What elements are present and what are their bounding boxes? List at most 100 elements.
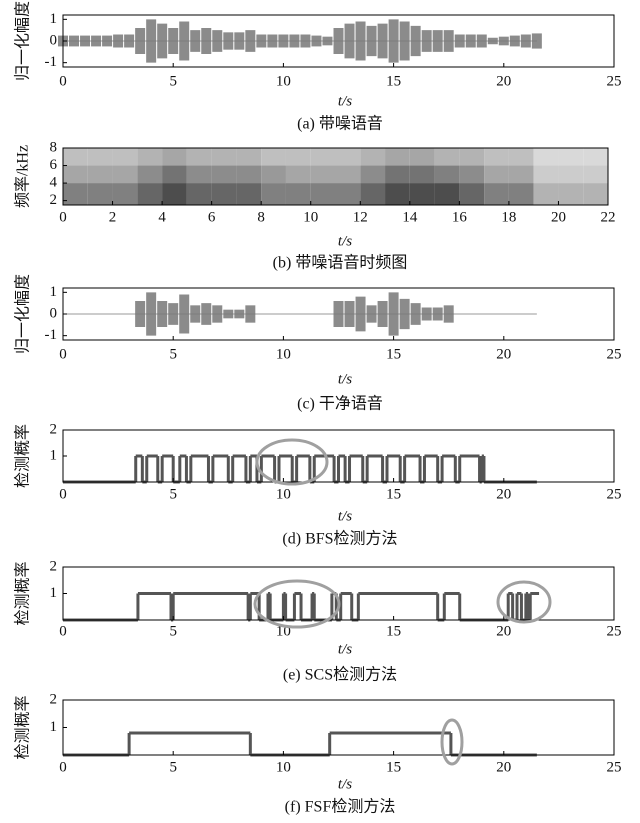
x-tick-label: 10 xyxy=(276,73,291,89)
x-tick-label: 0 xyxy=(59,759,67,775)
x-tick-label: 5 xyxy=(169,346,177,362)
x-tick-label: 10 xyxy=(303,209,318,225)
heat-cell xyxy=(459,166,484,184)
x-tick-label: 22 xyxy=(601,209,616,225)
x-tick-label: 0 xyxy=(59,346,67,362)
heat-cell xyxy=(286,166,311,184)
heat-cell xyxy=(534,166,559,184)
x-axis-label: t/s xyxy=(338,508,352,524)
y-tick-label: 1 xyxy=(50,585,58,601)
caption: (b) 带噪语音时频图 xyxy=(273,254,408,272)
y-tick-label: 4 xyxy=(50,175,58,191)
x-tick-label: 10 xyxy=(276,486,291,502)
x-tick-label: 15 xyxy=(386,623,401,639)
heat-cell xyxy=(385,183,410,205)
x-axis-label: t/s xyxy=(338,641,352,657)
x-tick-label: 20 xyxy=(496,346,511,362)
y-tick-label: 8 xyxy=(50,139,58,155)
heat-cell xyxy=(360,166,385,184)
caption: (d) BFS检测方法 xyxy=(282,530,397,548)
y-axis-label: 归一化幅度 xyxy=(14,1,32,81)
x-tick-label: 2 xyxy=(109,209,117,225)
heat-cell xyxy=(63,148,88,166)
heat-cell xyxy=(63,183,88,205)
heat-cell xyxy=(261,148,286,166)
caption: (f) FSF检测方法 xyxy=(285,798,396,816)
heat-cell xyxy=(558,148,583,166)
x-tick-label: 0 xyxy=(59,209,67,225)
x-tick-label: 20 xyxy=(496,623,511,639)
heat-cell xyxy=(137,166,162,184)
heat-cell xyxy=(435,148,460,166)
x-tick-label: 0 xyxy=(59,623,67,639)
heat-cell xyxy=(311,183,336,205)
x-axis-label: t/s xyxy=(338,233,352,249)
heat-cell xyxy=(311,166,336,184)
plot-frame xyxy=(63,700,614,755)
heat-cell xyxy=(435,166,460,184)
x-tick-label: 4 xyxy=(158,209,166,225)
x-tick-label: 20 xyxy=(496,759,511,775)
x-tick-label: 0 xyxy=(59,486,67,502)
heat-cell xyxy=(509,166,534,184)
y-axis-label: 检测概率 xyxy=(14,561,32,625)
figure: 0510152025-101归一化幅度t/s(a) 带噪语音0246810121… xyxy=(0,0,640,823)
heat-cell xyxy=(286,148,311,166)
y-tick-label: 1 xyxy=(50,284,58,300)
y-axis-label: 频率/kHz xyxy=(14,145,32,208)
heat-cell xyxy=(484,148,509,166)
y-tick-label: 2 xyxy=(50,558,58,574)
x-tick-label: 15 xyxy=(386,759,401,775)
x-tick-label: 25 xyxy=(607,623,622,639)
y-tick-label: 6 xyxy=(50,157,58,173)
heat-cell xyxy=(162,166,187,184)
heat-cell xyxy=(261,166,286,184)
heat-cell xyxy=(534,183,559,205)
y-tick-label: 2 xyxy=(50,421,58,437)
x-tick-label: 18 xyxy=(501,209,516,225)
heat-cell xyxy=(63,166,88,184)
heat-cell xyxy=(360,183,385,205)
heat-cell xyxy=(558,183,583,205)
x-tick-label: 8 xyxy=(257,209,265,225)
heat-cell xyxy=(336,183,361,205)
x-tick-label: 5 xyxy=(169,73,177,89)
x-tick-label: 25 xyxy=(607,486,622,502)
y-tick-label: 0 xyxy=(50,32,58,48)
x-tick-label: 10 xyxy=(276,759,291,775)
heat-cell xyxy=(261,183,286,205)
heat-cell xyxy=(212,183,237,205)
x-tick-label: 14 xyxy=(402,209,418,225)
heat-cell xyxy=(88,183,113,205)
x-tick-label: 15 xyxy=(386,486,401,502)
heat-cell xyxy=(583,166,608,184)
heat-cell xyxy=(212,148,237,166)
x-tick-label: 20 xyxy=(496,73,511,89)
heat-cell xyxy=(360,148,385,166)
heat-cell xyxy=(435,183,460,205)
heat-cell xyxy=(162,183,187,205)
x-tick-label: 10 xyxy=(276,346,291,362)
heat-cell xyxy=(484,166,509,184)
heat-cell xyxy=(113,183,138,205)
y-tick-label: 1 xyxy=(50,719,58,735)
heat-cell xyxy=(410,148,435,166)
y-tick-label: -1 xyxy=(45,54,58,70)
heat-cell xyxy=(137,183,162,205)
x-tick-label: 12 xyxy=(353,209,368,225)
caption: (e) SCS检测方法 xyxy=(283,666,397,684)
x-tick-label: 0 xyxy=(59,73,67,89)
x-tick-label: 25 xyxy=(607,759,622,775)
x-tick-label: 20 xyxy=(551,209,566,225)
x-axis-label: t/s xyxy=(338,93,352,109)
heat-cell xyxy=(583,148,608,166)
x-tick-label: 15 xyxy=(386,73,401,89)
x-tick-label: 25 xyxy=(607,73,622,89)
caption: (a) 带噪语音 xyxy=(297,115,383,133)
x-tick-label: 15 xyxy=(386,346,401,362)
x-tick-label: 16 xyxy=(452,209,468,225)
heat-cell xyxy=(113,166,138,184)
heat-cell xyxy=(162,148,187,166)
heat-cell xyxy=(236,183,261,205)
heat-cell xyxy=(583,183,608,205)
